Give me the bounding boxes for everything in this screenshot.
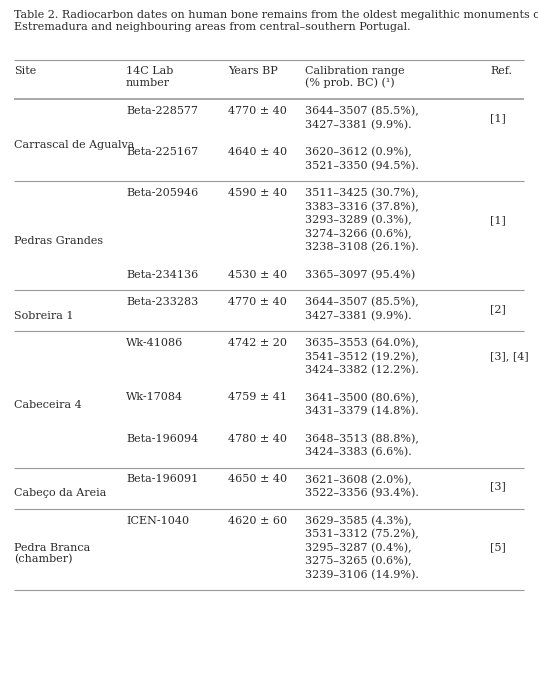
Text: 4530 ± 40: 4530 ± 40 xyxy=(228,269,287,279)
Text: 3383–3316 (37.8%),: 3383–3316 (37.8%), xyxy=(305,201,419,212)
Text: 3295–3287 (0.4%),: 3295–3287 (0.4%), xyxy=(305,543,412,553)
Text: Cabeço da Areia: Cabeço da Areia xyxy=(14,488,107,498)
Text: Beta-233283: Beta-233283 xyxy=(126,297,198,307)
Text: Pedras Grandes: Pedras Grandes xyxy=(14,236,103,245)
Text: 4640 ± 40: 4640 ± 40 xyxy=(228,147,287,157)
Text: 3620–3612 (0.9%),: 3620–3612 (0.9%), xyxy=(305,147,412,157)
Text: 3239–3106 (14.9%).: 3239–3106 (14.9%). xyxy=(305,570,419,580)
Text: [3]: [3] xyxy=(490,481,506,491)
Text: Ref.: Ref. xyxy=(490,66,512,76)
Text: Carrascal de Agualva: Carrascal de Agualva xyxy=(14,140,134,150)
Text: 14C Lab
number: 14C Lab number xyxy=(126,66,173,88)
Text: Pedra Branca
(chamber): Pedra Branca (chamber) xyxy=(14,543,90,564)
Text: 3629–3585 (4.3%),: 3629–3585 (4.3%), xyxy=(305,515,412,526)
Text: 4650 ± 40: 4650 ± 40 xyxy=(228,475,287,484)
Text: Beta-234136: Beta-234136 xyxy=(126,269,198,279)
Text: 3648–3513 (88.8%),: 3648–3513 (88.8%), xyxy=(305,434,419,444)
Text: 3274–3266 (0.6%),: 3274–3266 (0.6%), xyxy=(305,228,412,239)
Text: 3427–3381 (9.9%).: 3427–3381 (9.9%). xyxy=(305,120,412,130)
Text: 3522–3356 (93.4%).: 3522–3356 (93.4%). xyxy=(305,488,419,498)
Text: [1]: [1] xyxy=(490,113,506,123)
Text: Cabeceira 4: Cabeceira 4 xyxy=(14,400,82,409)
Text: 3521–3350 (94.5%).: 3521–3350 (94.5%). xyxy=(305,160,419,171)
Text: 3365–3097 (95.4%): 3365–3097 (95.4%) xyxy=(305,269,415,279)
Text: [5]: [5] xyxy=(490,543,506,552)
Text: Beta-196094: Beta-196094 xyxy=(126,434,198,443)
Text: 3621–3608 (2.0%),: 3621–3608 (2.0%), xyxy=(305,475,412,485)
Text: Site: Site xyxy=(14,66,36,76)
Text: 3635–3553 (64.0%),: 3635–3553 (64.0%), xyxy=(305,338,419,348)
Text: [2]: [2] xyxy=(490,304,506,313)
Text: 3424–3383 (6.6%).: 3424–3383 (6.6%). xyxy=(305,447,412,458)
Text: Sobreira 1: Sobreira 1 xyxy=(14,311,74,321)
Text: [3], [4]: [3], [4] xyxy=(490,352,529,362)
Text: 4759 ± 41: 4759 ± 41 xyxy=(228,392,287,403)
Text: Table 2. Radiocarbon dates on human bone remains from the oldest megalithic monu: Table 2. Radiocarbon dates on human bone… xyxy=(14,10,538,31)
Text: 4770 ± 40: 4770 ± 40 xyxy=(228,106,287,116)
Text: Beta-228577: Beta-228577 xyxy=(126,106,198,116)
Text: 3293–3289 (0.3%),: 3293–3289 (0.3%), xyxy=(305,215,412,225)
Text: 4780 ± 40: 4780 ± 40 xyxy=(228,434,287,443)
Text: Calibration range
(% prob. BC) (¹): Calibration range (% prob. BC) (¹) xyxy=(305,66,405,88)
Text: 3641–3500 (80.6%),: 3641–3500 (80.6%), xyxy=(305,392,419,403)
Text: 4742 ± 20: 4742 ± 20 xyxy=(228,338,287,348)
Text: Beta-225167: Beta-225167 xyxy=(126,147,198,157)
Text: 3431–3379 (14.8%).: 3431–3379 (14.8%). xyxy=(305,406,419,416)
Text: 3238–3108 (26.1%).: 3238–3108 (26.1%). xyxy=(305,242,419,252)
Text: Beta-196091: Beta-196091 xyxy=(126,475,198,484)
Text: Wk-17084: Wk-17084 xyxy=(126,392,183,403)
Text: 3541–3512 (19.2%),: 3541–3512 (19.2%), xyxy=(305,352,419,362)
Text: 4590 ± 40: 4590 ± 40 xyxy=(228,188,287,198)
Text: 3531–3312 (75.2%),: 3531–3312 (75.2%), xyxy=(305,529,419,539)
Text: Years BP: Years BP xyxy=(228,66,278,76)
Text: ICEN-1040: ICEN-1040 xyxy=(126,515,189,526)
Text: 3275–3265 (0.6%),: 3275–3265 (0.6%), xyxy=(305,556,412,566)
Text: 3644–3507 (85.5%),: 3644–3507 (85.5%), xyxy=(305,297,419,307)
Text: Beta-205946: Beta-205946 xyxy=(126,188,198,198)
Text: Wk-41086: Wk-41086 xyxy=(126,338,183,348)
Text: 3644–3507 (85.5%),: 3644–3507 (85.5%), xyxy=(305,106,419,116)
Text: 3424–3382 (12.2%).: 3424–3382 (12.2%). xyxy=(305,365,419,375)
Text: 4770 ± 40: 4770 ± 40 xyxy=(228,297,287,307)
Text: 3511–3425 (30.7%),: 3511–3425 (30.7%), xyxy=(305,188,419,199)
Text: 3427–3381 (9.9%).: 3427–3381 (9.9%). xyxy=(305,311,412,321)
Text: [1]: [1] xyxy=(490,215,506,225)
Text: 4620 ± 60: 4620 ± 60 xyxy=(228,515,287,526)
